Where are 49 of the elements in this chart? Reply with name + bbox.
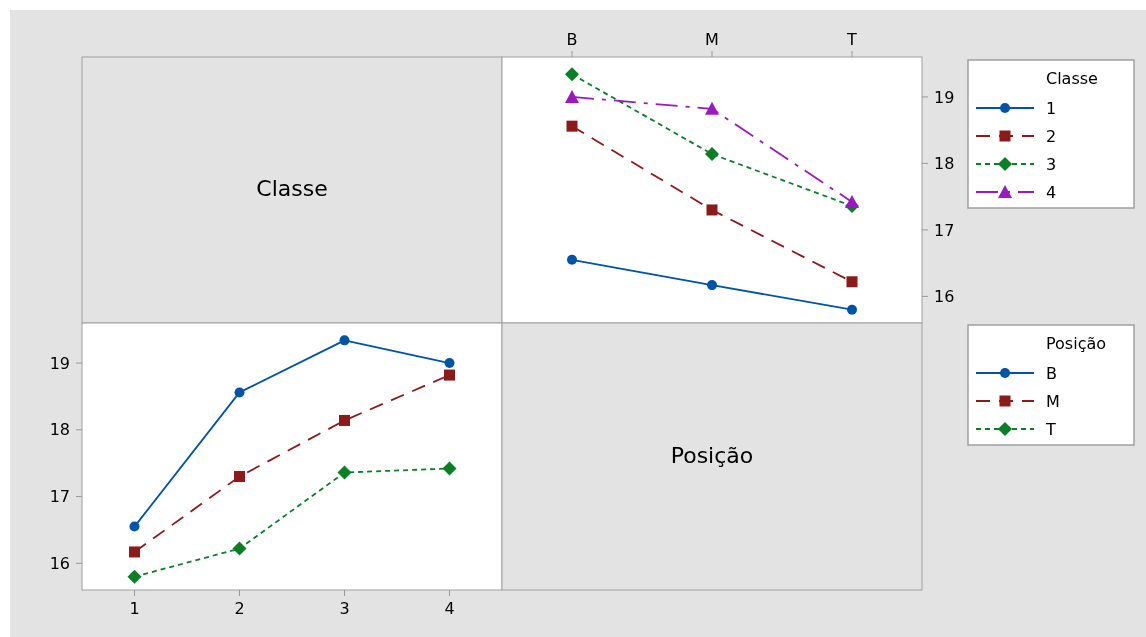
legend-label: 3 (1046, 154, 1057, 174)
y-tick-label: 18 (49, 420, 70, 440)
y-tick-label: 16 (934, 287, 955, 306)
legend-label: 4 (1046, 182, 1057, 202)
text: Classe (256, 176, 328, 201)
legend-label: M (1046, 391, 1060, 411)
point (339, 414, 350, 426)
point (444, 358, 455, 369)
legend-label: T (1045, 419, 1056, 439)
legend-title: Classe (1046, 69, 1098, 88)
x-tick-label: 1 (129, 599, 140, 618)
legend-label: 2 (1046, 126, 1057, 146)
point (442, 461, 457, 476)
y-tick-label: 19 (934, 87, 955, 107)
y-tick-label: 18 (934, 154, 955, 173)
point (565, 67, 579, 82)
point (337, 465, 352, 480)
point (705, 147, 719, 162)
x-tick-label: M (705, 30, 719, 49)
point (567, 254, 577, 265)
point (127, 569, 142, 584)
y-tick-label: 17 (934, 220, 955, 240)
legend-title: Posição (1046, 334, 1107, 353)
x-tick-label: B (566, 30, 578, 49)
text: Posição (670, 442, 754, 468)
point (129, 521, 140, 532)
point (846, 276, 858, 288)
legend-label: B (1046, 363, 1057, 383)
point (566, 120, 578, 132)
x-tick-label: 4 (444, 599, 455, 618)
point (339, 335, 350, 346)
point (707, 280, 717, 291)
point (232, 541, 247, 556)
x-tick-label: T (846, 30, 858, 49)
x-tick-label: 3 (339, 599, 350, 618)
point (845, 194, 859, 208)
point (847, 304, 857, 315)
y-tick-label: 16 (49, 553, 70, 573)
point (565, 89, 579, 103)
point (706, 204, 718, 216)
legend-label: 1 (1046, 98, 1057, 118)
point (705, 101, 719, 115)
x-tick-label: 2 (234, 599, 245, 618)
point (234, 471, 245, 483)
point (129, 546, 140, 558)
point (234, 387, 245, 398)
y-tick-label: 19 (49, 353, 70, 373)
y-tick-label: 17 (49, 487, 70, 507)
point (444, 369, 455, 381)
